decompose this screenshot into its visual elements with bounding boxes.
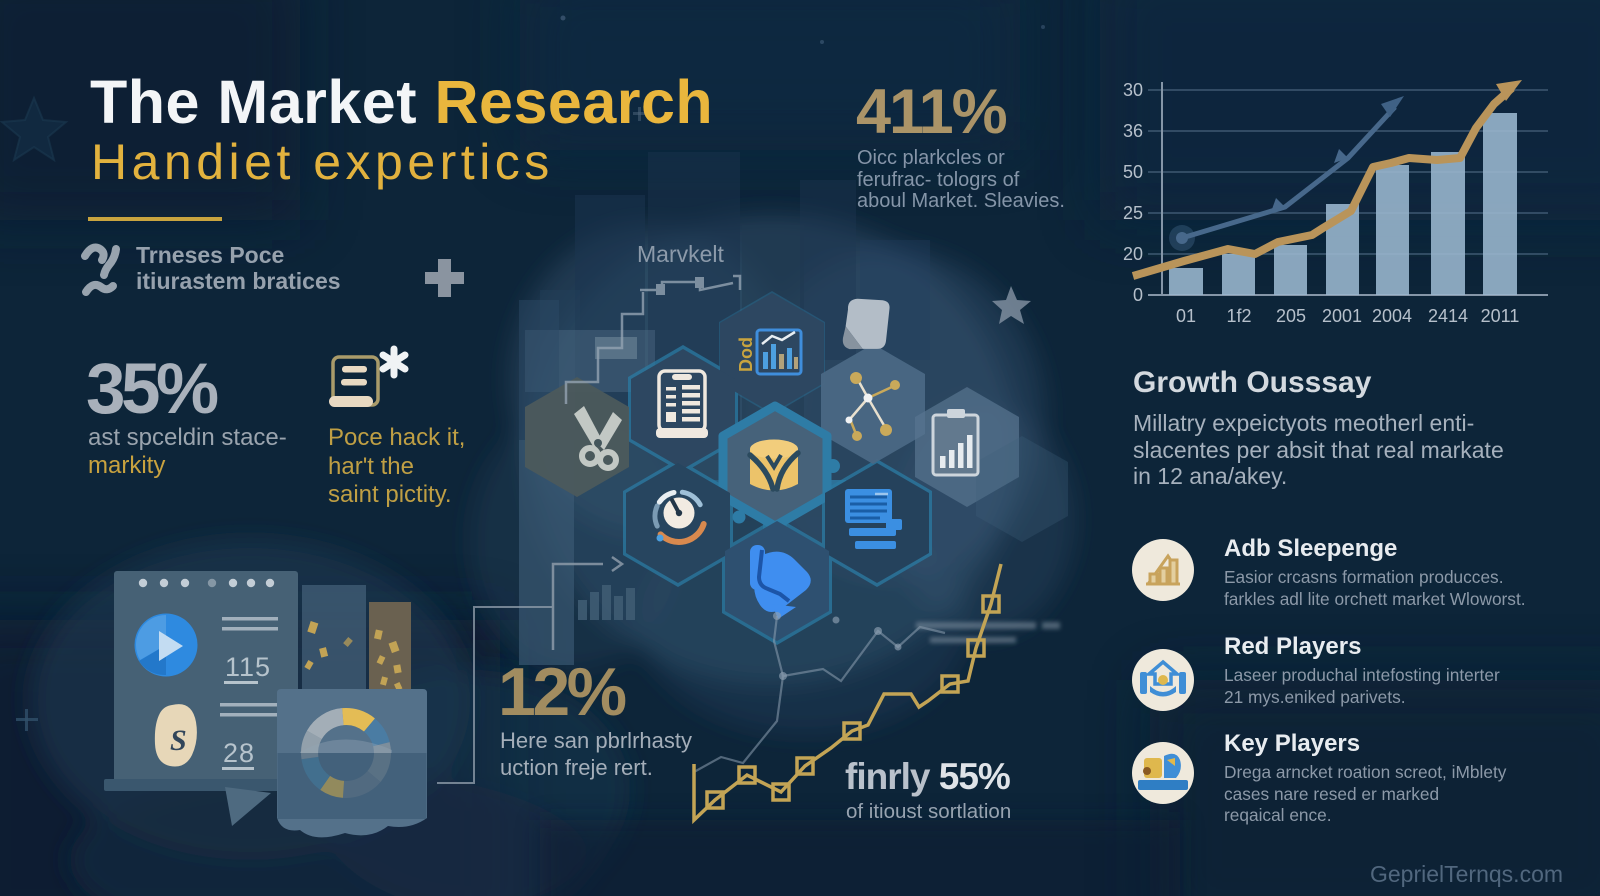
svg-text:Dod: Dod	[736, 337, 756, 372]
svg-text:205: 205	[1276, 306, 1306, 326]
svg-text:28: 28	[223, 738, 255, 768]
svg-text:1f2: 1f2	[1226, 306, 1251, 326]
svg-text:S: S	[170, 724, 187, 757]
svg-text:20: 20	[1123, 244, 1143, 264]
svg-text:36: 36	[1123, 121, 1143, 141]
svg-text:2011: 2011	[1481, 306, 1520, 326]
svg-text:30: 30	[1123, 80, 1143, 100]
svg-text:50: 50	[1123, 162, 1143, 182]
svg-text:2001: 2001	[1322, 306, 1362, 326]
svg-text:2414: 2414	[1428, 306, 1468, 326]
svg-text:01: 01	[1176, 306, 1196, 326]
svg-text:25: 25	[1123, 203, 1143, 223]
svg-text:0: 0	[1133, 285, 1143, 305]
svg-text:2004: 2004	[1372, 306, 1412, 326]
svg-text:115: 115	[225, 652, 271, 682]
